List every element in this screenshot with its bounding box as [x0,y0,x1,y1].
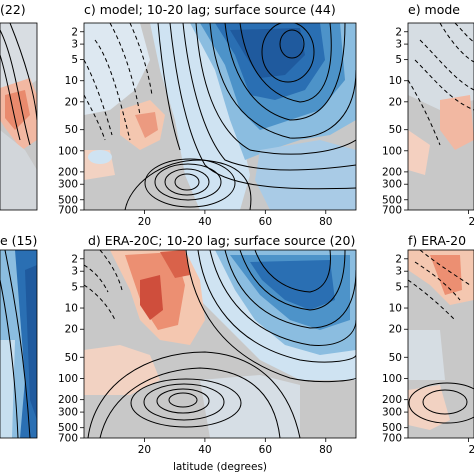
y-tick-label: 50 [65,352,78,364]
panel-a-title: (22) [0,2,26,17]
panel-c-title: c) model; 10-20 lag; surface source (44) [84,2,336,17]
x-tick-label: 20 [138,216,151,228]
x-tick-label: 60 [259,444,272,456]
y-tick-label: 2 [395,26,402,38]
panel-d: d) ERA-20C; 10-20 lag; surface source (2… [58,233,357,473]
y-tick-label: 10 [65,303,78,315]
y-tick-label: 20 [65,96,78,108]
y-tick-label: 2 [71,26,78,38]
panel-a-field [0,23,37,210]
x-tick-label: 60 [259,216,272,228]
x-tick-label: 80 [319,216,332,228]
y-tick-label: 5 [71,54,78,66]
x-tick-label: 40 [198,444,211,456]
y-tick-label: 300 [382,407,402,419]
y-tick-label: 500 [58,194,78,206]
y-tick-label: 200 [58,394,78,406]
y-tick-label: 100 [382,145,402,157]
panel-c-frame [83,22,357,211]
y-tick-label: 5 [395,281,402,293]
y-tick-label: 3 [395,266,402,278]
y-tick-label: 700 [58,433,78,445]
y-tick-label: 5 [71,281,78,293]
y-tick-label: 700 [382,433,402,445]
panel-d-xlabel: latitude (degrees) [173,461,267,473]
panel-d-title: d) ERA-20C; 10-20 lag; surface source (2… [88,233,355,248]
y-tick-label: 3 [71,266,78,278]
panel-f-field [408,250,474,438]
y-tick-label: 100 [382,373,402,385]
panel-f-title: f) ERA-20 [408,233,466,248]
y-tick-label: 10 [389,75,402,87]
y-tick-label: 10 [65,75,78,87]
x-tick-label: 2 [468,444,474,456]
y-tick-label: 2 [395,253,402,265]
y-tick-label: 20 [389,324,402,336]
y-tick-label: 10 [389,303,402,315]
y-tick-label: 300 [58,407,78,419]
y-tick-label: 2 [71,253,78,265]
y-tick-label: 100 [58,145,78,157]
y-tick-label: 700 [58,205,78,217]
panel-a: (22) [0,2,38,211]
panel-c-field [84,23,356,210]
panel-b-title: e (15) [0,233,37,248]
y-tick-label: 500 [58,422,78,434]
y-tick-label: 200 [382,394,402,406]
y-tick-label: 3 [71,39,78,51]
panel-b: e (15) [0,233,38,439]
y-tick-label: 700 [382,205,402,217]
y-tick-label: 50 [65,124,78,136]
x-tick-label: 20 [138,444,151,456]
y-tick-label: 200 [58,166,78,178]
y-tick-label: 300 [382,179,402,191]
x-tick-label: 40 [198,216,211,228]
y-tick-label: 500 [382,194,402,206]
y-tick-label: 500 [382,422,402,434]
y-tick-label: 50 [389,124,402,136]
y-tick-label: 20 [389,96,402,108]
y-tick-label: 100 [58,373,78,385]
panel-c: c) model; 10-20 lag; surface source (44)… [58,2,357,228]
y-tick-label: 5 [395,54,402,66]
y-tick-label: 3 [395,39,402,51]
y-tick-label: 300 [58,179,78,191]
panel-e-title: e) mode [408,2,460,17]
x-tick-label: 2 [468,216,474,228]
y-tick-label: 20 [65,324,78,336]
panel-d-frame [83,249,357,439]
y-tick-label: 200 [382,166,402,178]
panel-b-field [0,250,37,438]
y-tick-label: 50 [389,352,402,364]
x-tick-label: 80 [319,444,332,456]
panel-e-field [408,23,474,210]
panel-d-field [84,250,356,438]
